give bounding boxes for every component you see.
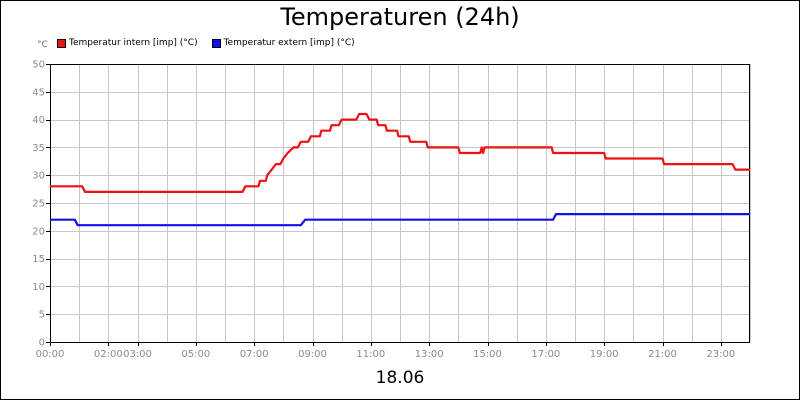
- legend-item-extern: Temperatur extern [imp] (°C): [211, 38, 355, 48]
- series-line-0: [50, 112, 750, 193]
- chart-title: Temperaturen (24h): [280, 3, 520, 31]
- axes: 0 5 10 15 20 25 30 35 40 45 50 00:00 02:00 03:00 05:00…: [32, 60, 750, 360]
- x-axis-date-label: 18.06: [375, 368, 425, 388]
- legend-label-extern: Temperatur extern [imp] (°C): [223, 38, 355, 48]
- legend-swatch-extern: [211, 38, 221, 48]
- x-tick-label: 07:00: [240, 349, 269, 360]
- x-tick-label: 13:00: [415, 349, 444, 360]
- x-tick-label: 21:00: [648, 349, 677, 360]
- series-lines: [50, 112, 750, 227]
- legend-item-intern: Temperatur intern [imp] (°C): [57, 38, 198, 48]
- y-tick-label: 30: [32, 171, 45, 182]
- y-tick-label: 20: [32, 226, 45, 237]
- x-tick-label: 19:00: [590, 349, 619, 360]
- x-tick-label: 17:00: [531, 349, 560, 360]
- y-tick-label: 50: [32, 60, 45, 71]
- x-tick-label: 00:00: [36, 349, 65, 360]
- x-tick-label: 11:00: [356, 349, 385, 360]
- y-tick-label: 15: [32, 254, 45, 265]
- y-tick-label: 45: [32, 87, 45, 98]
- series-line-1: [50, 213, 750, 227]
- x-tick-label: 09:00: [298, 349, 327, 360]
- x-tick-label: 02:00: [94, 349, 123, 360]
- plot-border: [50, 64, 750, 343]
- x-tick-label: 15:00: [473, 349, 502, 360]
- y-tick-label: 0: [39, 338, 45, 349]
- grid-lines: [50, 64, 751, 343]
- x-tick-label: 03:00: [123, 349, 152, 360]
- y-tick-label: 25: [32, 199, 45, 210]
- chart-legend: Temperatur intern [imp] (°C) Temperatur …: [57, 38, 369, 48]
- y-tick-label: 10: [32, 282, 45, 293]
- y-axis-unit-label: °C: [37, 40, 48, 50]
- y-tick-label: 40: [32, 115, 45, 126]
- x-tick-label: 23:00: [706, 349, 735, 360]
- y-tick-label: 5: [39, 310, 45, 321]
- x-tick-label: 05:00: [181, 349, 210, 360]
- y-tick-label: 35: [32, 143, 45, 154]
- legend-swatch-intern: [57, 38, 66, 48]
- legend-label-intern: Temperatur intern [imp] (°C): [69, 38, 198, 48]
